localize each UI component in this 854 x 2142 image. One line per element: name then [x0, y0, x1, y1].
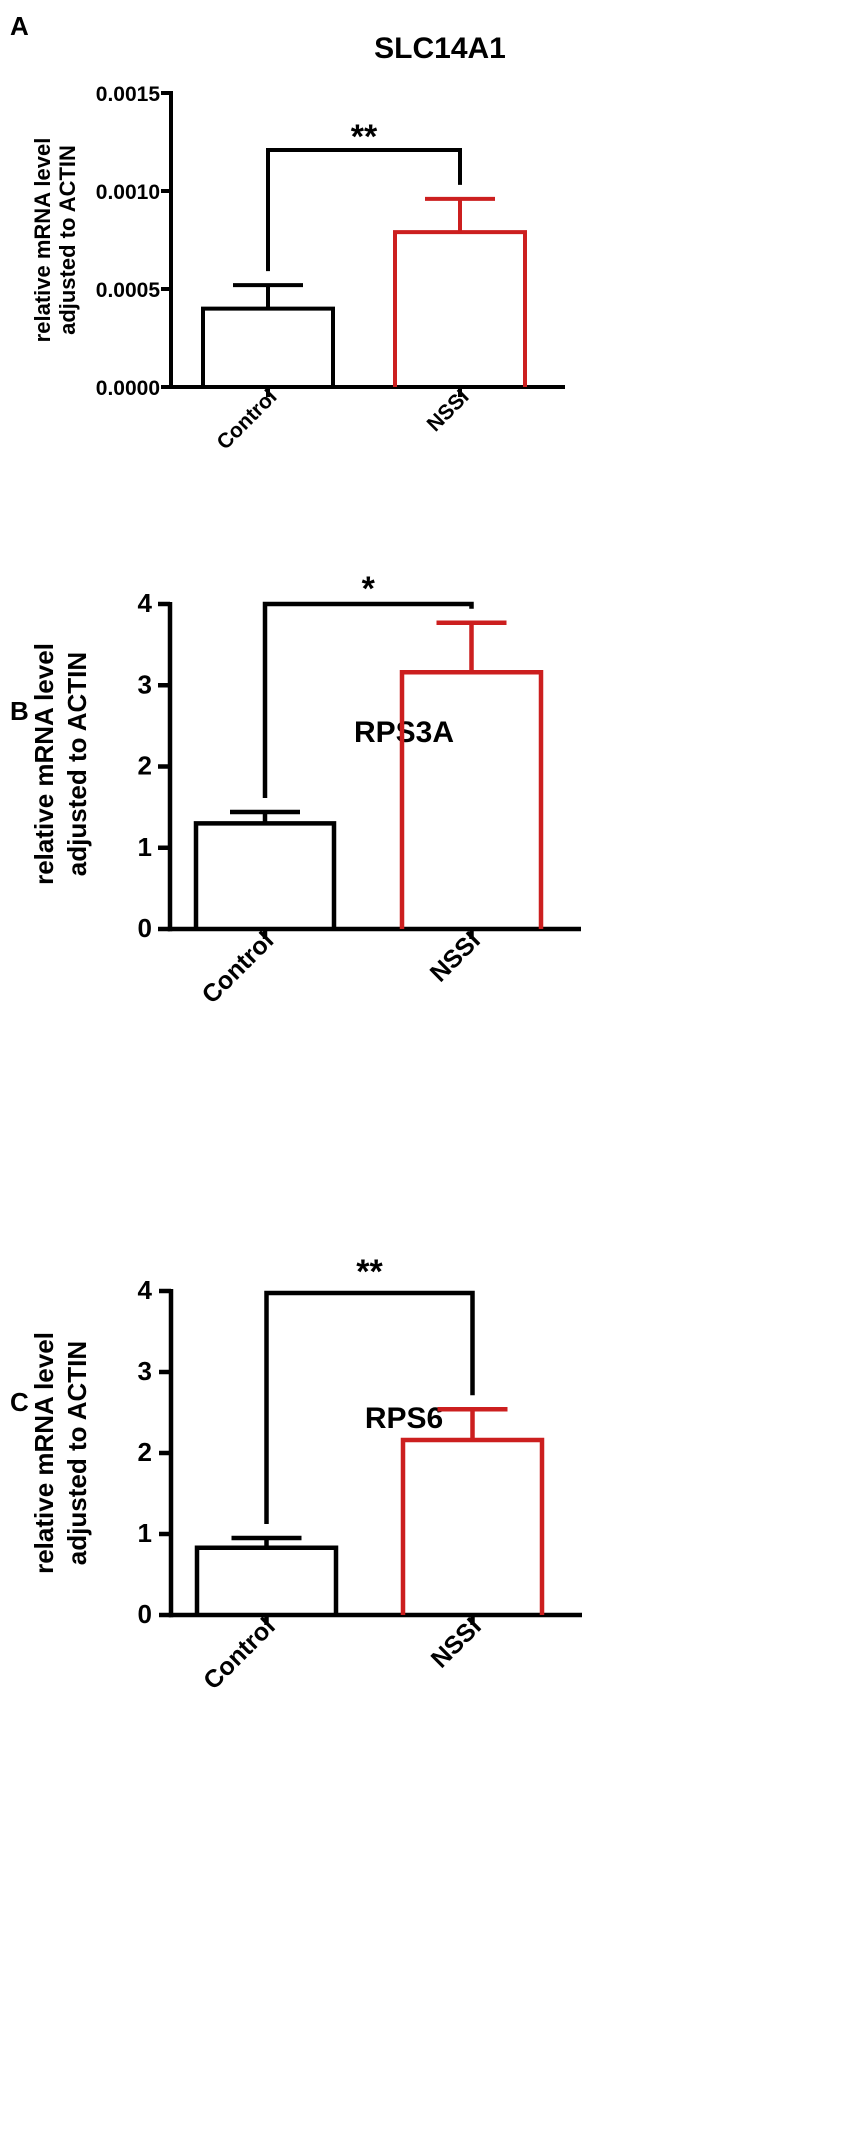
y-tick-label: 0	[138, 1599, 152, 1629]
y-tick-label: 0	[138, 913, 152, 943]
significance-bracket	[262, 601, 474, 798]
significance-bracket	[264, 1290, 475, 1525]
y-axis-title-line: relative mRNA level	[29, 1332, 59, 1574]
bar-control	[194, 1545, 339, 1615]
chart-panel-c: C RPS6 relative mRNA level adjusted to ACTI…	[10, 1253, 582, 1695]
y-tick-label: 2	[138, 751, 152, 781]
x-category-label: Control	[212, 385, 281, 454]
significance-bracket	[266, 148, 462, 272]
y-tick-label: 3	[138, 1356, 152, 1386]
y-axis-title-line: adjusted to ACTIN	[55, 145, 80, 335]
y-tick-label: 4	[138, 588, 153, 618]
y-tick-label: 0.0000	[96, 377, 160, 400]
panel-label: C	[10, 1387, 29, 1417]
y-axis-title-line: adjusted to ACTIN	[62, 652, 92, 876]
significance-label: **	[356, 1253, 383, 1291]
bar-nssi	[399, 670, 544, 929]
panel-label: A	[10, 11, 29, 41]
bar-control	[201, 306, 335, 387]
y-tick-label: 0.0005	[96, 279, 161, 302]
significance-label: *	[362, 570, 376, 608]
y-axis-title: relative mRNA level adjusted to ACTIN	[29, 1332, 92, 1574]
x-category-label: Control	[198, 1612, 281, 1695]
chart-panel-a: A SLC14A1 relative mRNA level adjusted to A…	[10, 11, 565, 454]
x-category-label: NSSI	[425, 926, 486, 987]
y-tick-label: 4	[138, 1275, 153, 1305]
significance-label: **	[351, 118, 378, 156]
bar-nssi	[393, 230, 527, 387]
panel-label: B	[10, 696, 29, 726]
y-axis-title-line: relative mRNA level	[30, 138, 55, 343]
y-tick-label: 3	[138, 669, 152, 699]
chart-title: RPS6	[365, 1402, 443, 1435]
y-axis-title: relative mRNA level adjusted to ACTIN	[29, 643, 92, 885]
bar-nssi	[400, 1437, 545, 1615]
y-tick-label: 2	[138, 1437, 152, 1467]
y-axis-title: relative mRNA level adjusted to ACTIN	[30, 138, 80, 343]
bar-control	[193, 821, 337, 929]
x-category-label: Control	[197, 926, 280, 1009]
x-category-label: NSSI	[423, 385, 474, 436]
y-tick-label: 0.0015	[96, 83, 161, 106]
x-category-label: NSSI	[426, 1612, 487, 1673]
y-tick-label: 1	[138, 832, 152, 862]
chart-title: SLC14A1	[374, 32, 506, 65]
y-tick-label: 0.0010	[96, 181, 160, 204]
y-axis-title-line: relative mRNA level	[29, 643, 59, 885]
y-axis-title-line: adjusted to ACTIN	[62, 1341, 92, 1565]
y-tick-label: 1	[138, 1518, 152, 1548]
